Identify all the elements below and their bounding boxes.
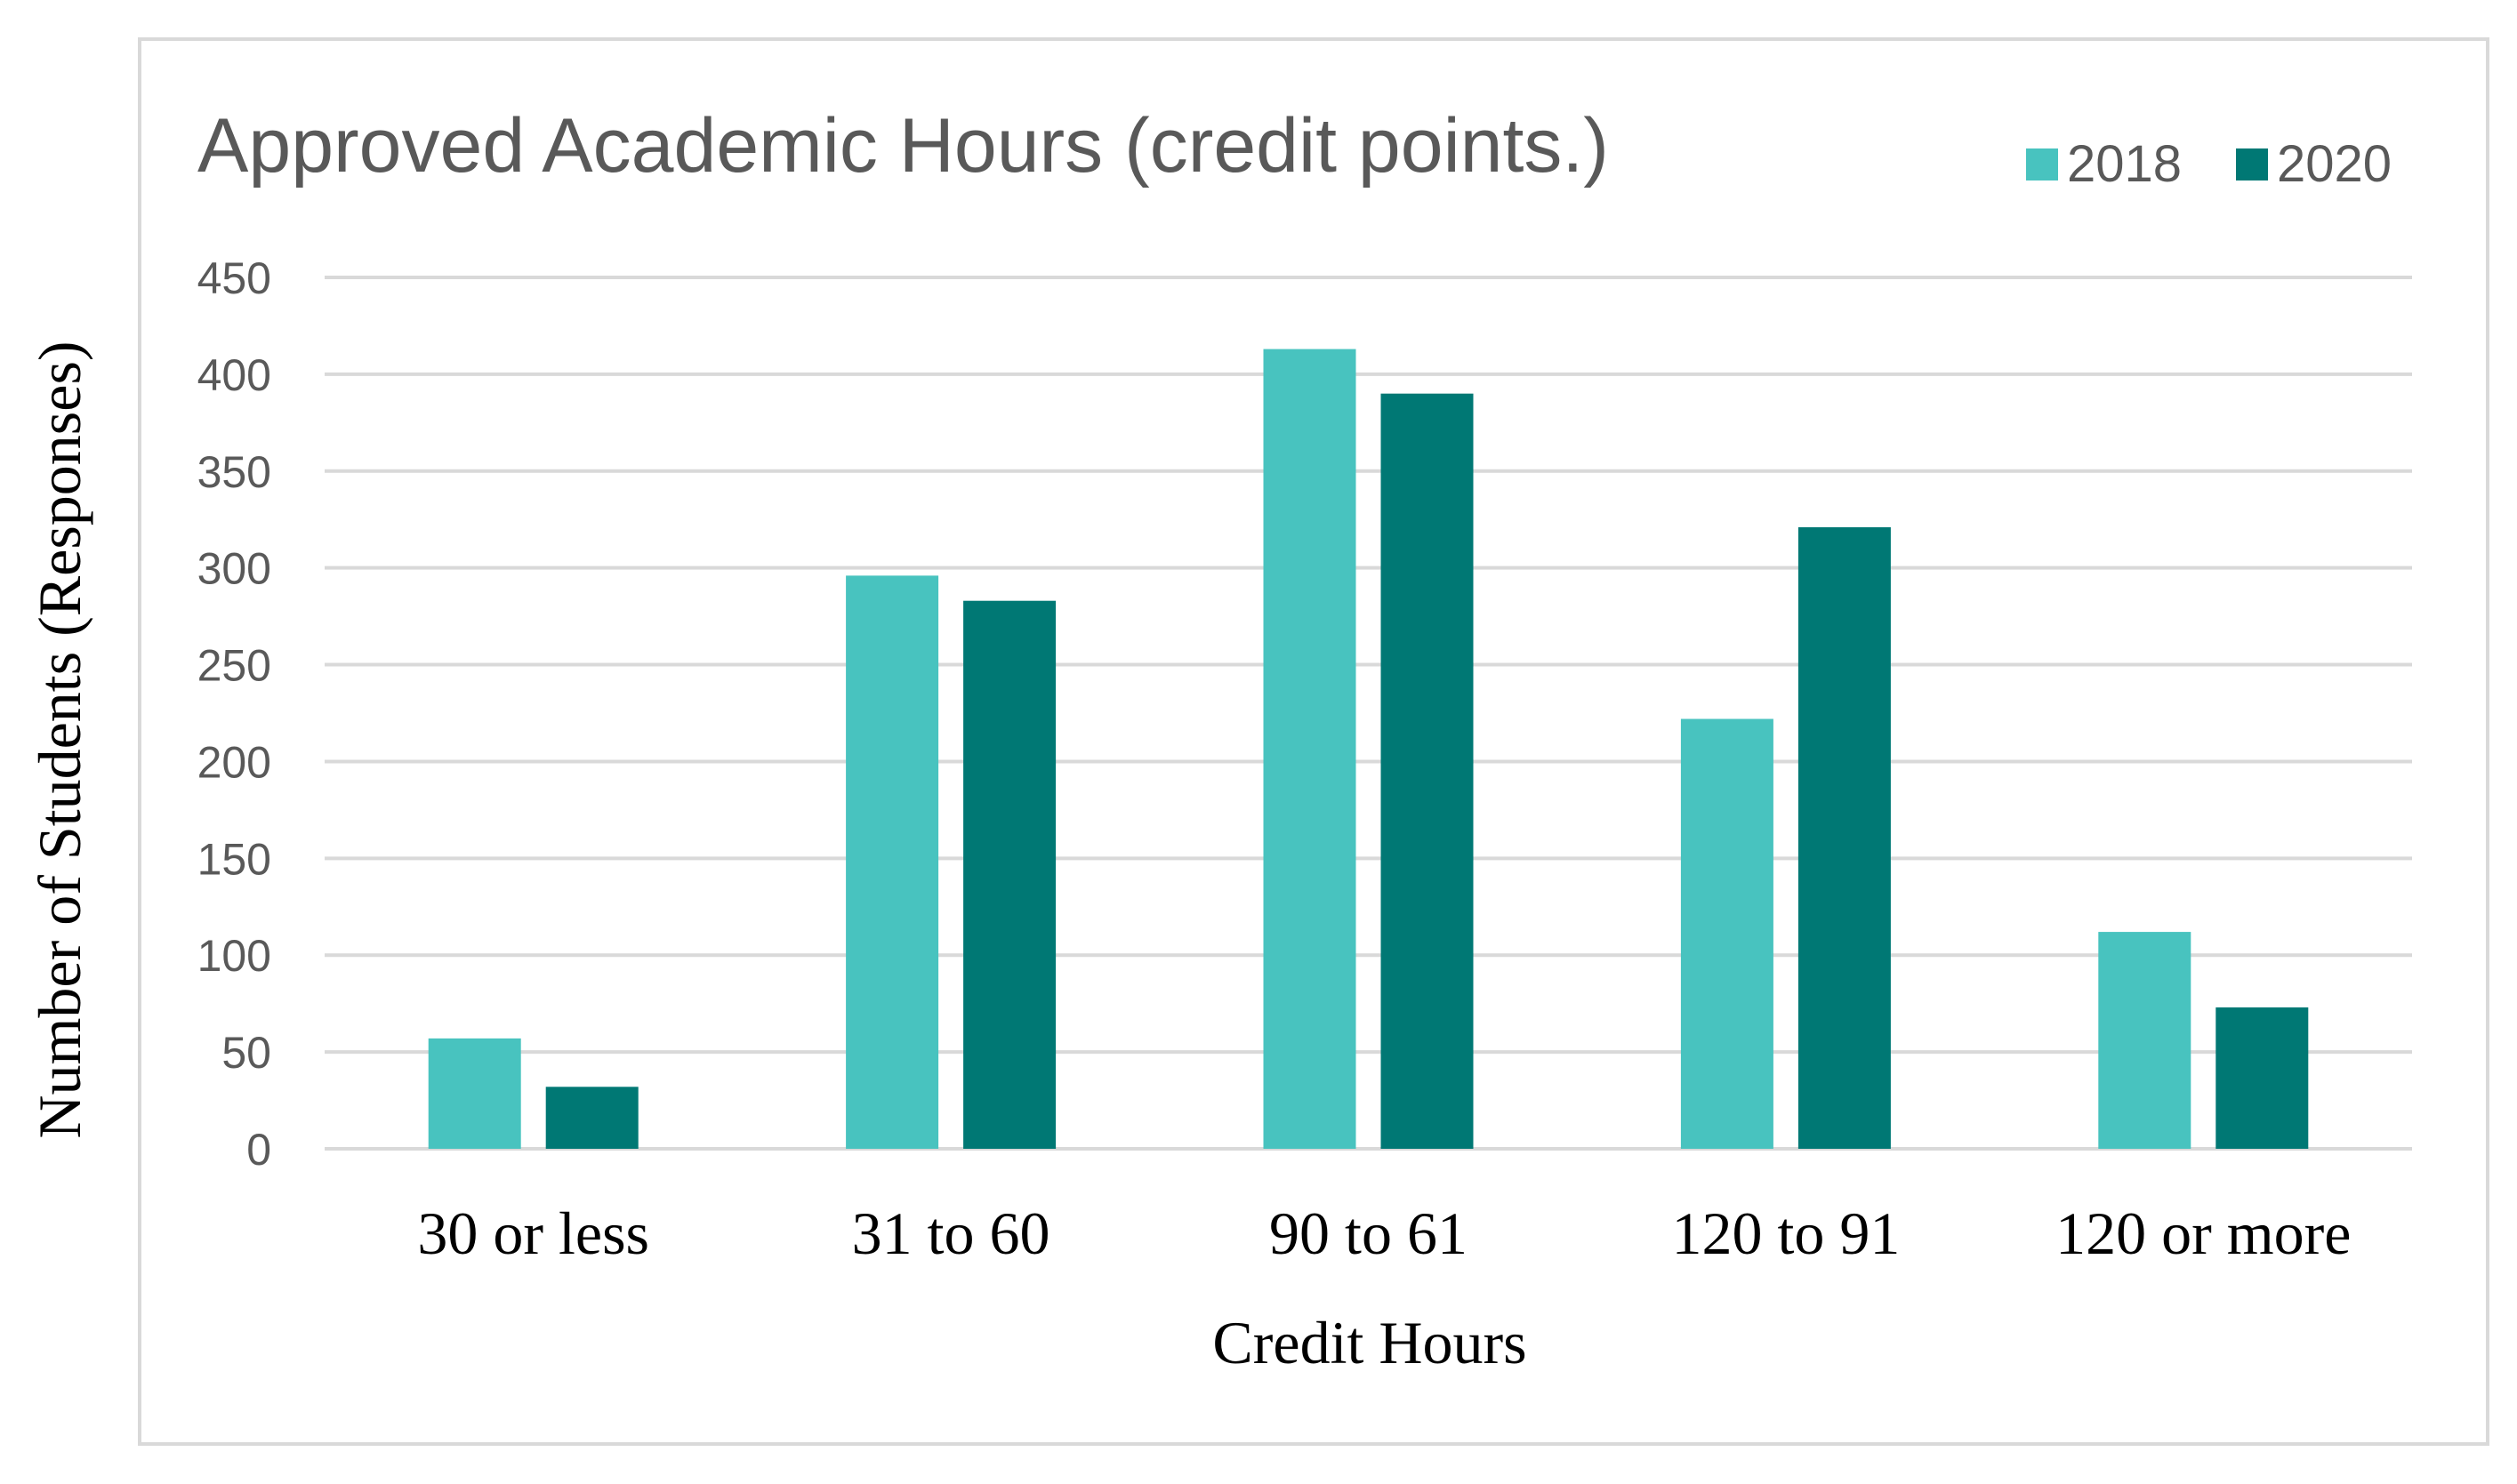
bar-2018-4 bbox=[2098, 932, 2191, 1149]
y-tick-label: 350 bbox=[197, 447, 271, 497]
bar-2018-3 bbox=[1680, 718, 1773, 1149]
legend-swatch-2020 bbox=[2236, 148, 2268, 180]
x-tick-label: 30 or less bbox=[417, 1199, 649, 1267]
legend-label-2020: 2020 bbox=[2277, 135, 2392, 193]
bar-2020-4 bbox=[2215, 1007, 2309, 1149]
chart-frame bbox=[138, 37, 2489, 1446]
y-axis-label: Number of Students (Responses) bbox=[26, 341, 93, 1138]
x-tick-label: 120 or more bbox=[2055, 1199, 2351, 1267]
y-axis-ticks: 0 50 100 150 200 250 300 350 400 450 bbox=[197, 253, 271, 1175]
y-tick-label: 250 bbox=[197, 641, 271, 691]
legend-label-2018: 2018 bbox=[2067, 135, 2182, 193]
x-tick-label: 31 to 60 bbox=[852, 1199, 1050, 1267]
bars bbox=[428, 349, 2309, 1150]
gridlines bbox=[325, 276, 2412, 1151]
bar-2018-0 bbox=[428, 1038, 521, 1149]
bar-2020-3 bbox=[1797, 526, 1891, 1149]
bar-2018-2 bbox=[1263, 349, 1356, 1150]
y-tick-label: 400 bbox=[197, 350, 271, 400]
x-tick-label: 120 to 91 bbox=[1671, 1199, 1900, 1267]
bar-2018-1 bbox=[846, 575, 939, 1149]
legend-swatch-2018 bbox=[2026, 148, 2058, 180]
bar-2020-1 bbox=[963, 600, 1057, 1149]
y-tick-label: 150 bbox=[197, 834, 271, 884]
y-tick-label: 50 bbox=[221, 1028, 271, 1078]
bar-2020-2 bbox=[1380, 393, 1474, 1150]
x-axis-ticks: 30 or less 31 to 60 90 to 61 120 to 91 120 o… bbox=[417, 1199, 2351, 1267]
y-tick-label: 450 bbox=[197, 253, 271, 303]
y-tick-label: 300 bbox=[197, 544, 271, 594]
legend: 2018 2020 bbox=[2026, 135, 2392, 193]
chart-title: Approved Academic Hours (credit points.) bbox=[197, 103, 1609, 189]
y-tick-label: 100 bbox=[197, 931, 271, 981]
y-tick-label: 0 bbox=[246, 1125, 271, 1175]
y-tick-label: 200 bbox=[197, 737, 271, 787]
bar-2020-0 bbox=[545, 1087, 639, 1149]
x-tick-label: 90 to 61 bbox=[1269, 1199, 1468, 1267]
x-axis-label: Credit Hours bbox=[1212, 1309, 1526, 1376]
